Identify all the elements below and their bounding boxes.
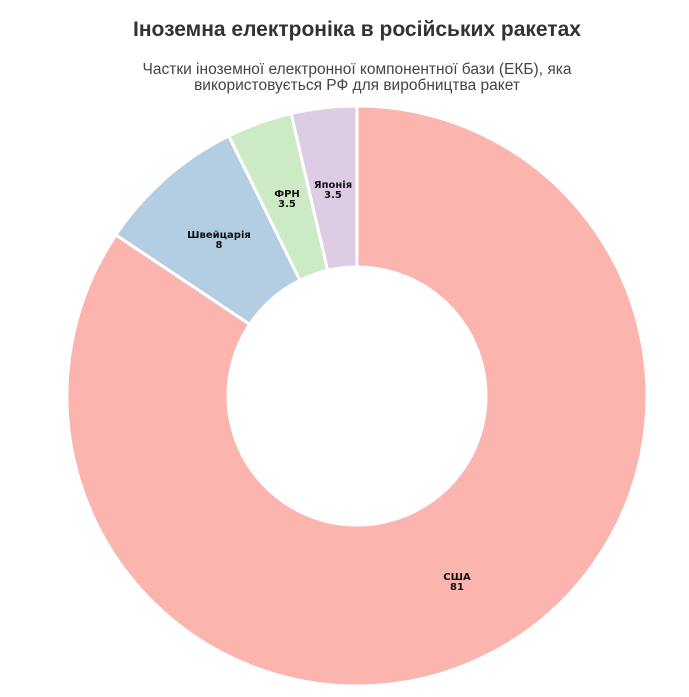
- subtitle-line-1: Частки іноземної електронної компонентно…: [142, 61, 572, 78]
- subtitle-line-2: використовується РФ для виробництва раке…: [194, 77, 520, 94]
- slice-label-name: ФРН: [274, 189, 300, 200]
- slice-0[interactable]: [65, 104, 649, 688]
- chart-subtitle: Частки іноземної електронної компонентно…: [0, 62, 689, 94]
- slice-label-name: Швейцарія: [187, 230, 251, 241]
- slice-3[interactable]: [289, 104, 359, 272]
- slice-label-name: США: [443, 572, 471, 583]
- slice-label-name: Японія: [314, 180, 352, 191]
- slice-label-value: 8: [216, 240, 223, 251]
- slice-label-value: 3.5: [278, 199, 296, 210]
- slice-label-value: 3.5: [324, 190, 342, 201]
- slice-label-value: 81: [450, 582, 464, 593]
- donut-slices: [65, 104, 649, 688]
- chart-title: Іноземна електроніка в російських ракета…: [133, 18, 581, 41]
